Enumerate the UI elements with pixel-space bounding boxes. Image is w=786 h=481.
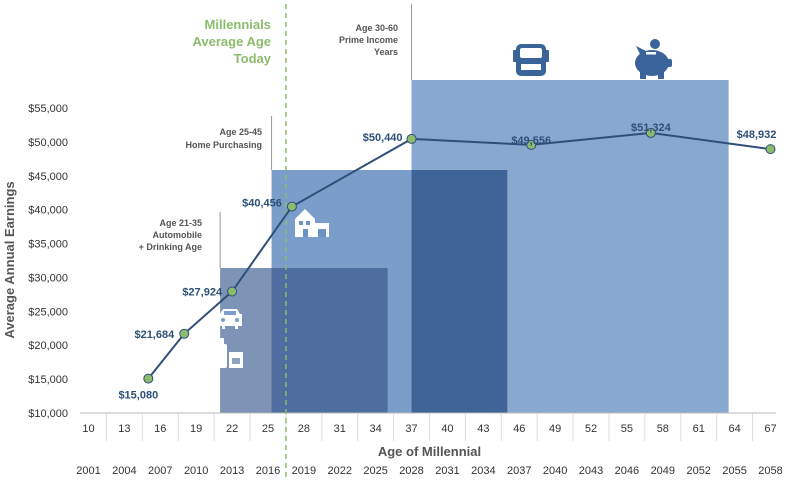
- millennials-label: Millennials: [205, 17, 271, 32]
- data-point: [227, 286, 238, 297]
- x-tick-label-age: 10: [82, 423, 94, 435]
- band-1-label: Age 21-35: [159, 218, 202, 228]
- x-tick-label-age: 43: [477, 423, 489, 435]
- x-tick-label-age: 40: [441, 423, 453, 435]
- band-3-label: Age 30-60: [355, 23, 398, 33]
- x-tick-label-year: 2013: [220, 465, 244, 477]
- x-tick-label-age: 28: [298, 423, 310, 435]
- millennials-label: Today: [234, 51, 272, 66]
- y-tick-label: $10,000: [28, 408, 68, 420]
- x-tick-label-year: 2040: [543, 465, 567, 477]
- data-label: $48,932: [737, 129, 777, 141]
- x-tick-label-year: 2001: [76, 465, 100, 477]
- axes: $10,000 $15,000 $20,000 $25,000 $30,000 $35,0…: [2, 103, 783, 477]
- x-tick-label-age: 67: [764, 423, 776, 435]
- data-label: $51,324: [631, 122, 672, 134]
- x-tick-label-year: 2025: [363, 465, 387, 477]
- x-tick-label-year: 2016: [256, 465, 280, 477]
- x-tick-label-age: 37: [405, 423, 417, 435]
- earnings-series: $15,080 $21,684 $27,924 $40,456 $50,440 $49,5…: [118, 122, 776, 402]
- x-tick-label-age: 31: [334, 423, 346, 435]
- y-tick-label: $35,000: [28, 239, 68, 251]
- y-tick-label: $20,000: [28, 340, 68, 352]
- x-axis-title: Age of Millennial: [378, 444, 481, 459]
- band-2-label: Home Purchasing: [185, 140, 262, 150]
- y-tick-label: $45,000: [28, 171, 68, 183]
- x-tick-label-age: 64: [728, 423, 740, 435]
- band-icons: [217, 39, 672, 368]
- band-2-label: Age 25-45: [219, 127, 262, 137]
- x-tick-label-age: 16: [154, 423, 166, 435]
- x-tick-label-year: 2043: [579, 465, 603, 477]
- x-tick-label-age: 34: [370, 423, 382, 435]
- y-axis-title: Average Annual Earnings: [2, 181, 17, 338]
- y-tick-label: $30,000: [28, 272, 68, 284]
- bottles-icon: [217, 338, 243, 368]
- x-tick-label-age: 58: [657, 423, 669, 435]
- earnings-line: [147, 131, 771, 380]
- x-tick-label-year: 2022: [328, 465, 352, 477]
- x-tick-label-age: 19: [190, 423, 202, 435]
- x-tick-label-age: 61: [693, 423, 705, 435]
- x-tick-label-year: 2037: [507, 465, 531, 477]
- x-tick-label-age: 49: [549, 423, 561, 435]
- data-point: [143, 373, 154, 384]
- x-tick-label-year: 2049: [651, 465, 675, 477]
- data-point: [286, 201, 297, 212]
- x-tick-label-year: 2052: [686, 465, 710, 477]
- band-1-label: + Drinking Age: [139, 242, 202, 252]
- x-tick-label-age: 46: [513, 423, 525, 435]
- data-label: $40,456: [242, 198, 282, 210]
- millennials-label: Average Age: [192, 34, 271, 49]
- y-tick-label: $50,000: [28, 137, 68, 149]
- band-overlap-1: [271, 268, 388, 413]
- y-tick-label: $40,000: [28, 205, 68, 217]
- band-overlap-2: [411, 170, 508, 413]
- data-label: $49,556: [511, 135, 551, 147]
- band-1-label: Automobile: [153, 230, 203, 240]
- band-3-label: Prime Income: [339, 35, 398, 45]
- millennials-annotation: Millennials Average Age Today: [192, 4, 287, 481]
- data-label: $50,440: [363, 132, 403, 144]
- x-tick-label-age: 13: [118, 423, 130, 435]
- data-point: [179, 328, 190, 339]
- x-tick-label-year: 2055: [722, 465, 746, 477]
- x-tick-label-year: 2058: [758, 465, 782, 477]
- x-tick-label-age: 52: [585, 423, 597, 435]
- y-tick-label: $55,000: [28, 103, 68, 115]
- data-label: $27,924: [182, 287, 223, 299]
- data-point: [406, 133, 417, 144]
- x-tick-label-age: 22: [226, 423, 238, 435]
- y-tick-label: $25,000: [28, 306, 68, 318]
- truck-icon: [513, 44, 549, 76]
- x-tick-label-year: 2034: [471, 465, 495, 477]
- y-tick-label: $15,000: [28, 374, 68, 386]
- piggy-bank-icon: [635, 39, 672, 79]
- x-tick-label-age: 55: [621, 423, 633, 435]
- data-point: [526, 139, 537, 150]
- car-icon: [218, 309, 242, 329]
- x-tick-label-year: 2019: [292, 465, 316, 477]
- band-3-label: Years: [374, 47, 398, 57]
- x-tick-label-year: 2007: [148, 465, 172, 477]
- x-tick-label-year: 2010: [184, 465, 208, 477]
- x-tick-label-year: 2031: [435, 465, 459, 477]
- x-tick-label-year: 2004: [112, 465, 136, 477]
- house-icon: [295, 209, 329, 237]
- data-point: [645, 127, 656, 138]
- x-tick-label-age: 25: [262, 423, 274, 435]
- x-tick-label-year: 2046: [615, 465, 639, 477]
- x-tick-label-year: 2028: [399, 465, 423, 477]
- data-label: $21,684: [134, 329, 175, 341]
- data-label: $15,080: [118, 390, 158, 402]
- data-point: [765, 144, 776, 155]
